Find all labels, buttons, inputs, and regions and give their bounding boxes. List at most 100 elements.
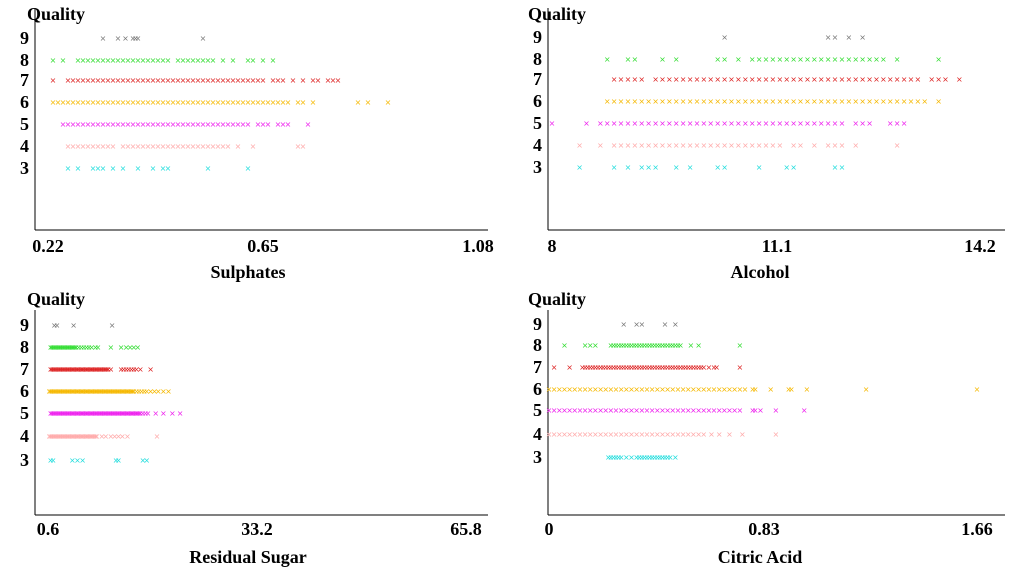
series-quality-9: ×××××: [721, 33, 866, 42]
y-tick-label: 6: [20, 381, 29, 401]
data-point: ×: [638, 141, 645, 150]
data-point: ×: [832, 97, 839, 106]
data-point: ×: [618, 119, 625, 128]
data-point: ×: [124, 432, 131, 441]
y-tick-label: 4: [20, 426, 29, 446]
x-tick-label: 14.2: [964, 236, 996, 256]
data-point: ×: [652, 163, 659, 172]
data-point: ×: [666, 75, 673, 84]
data-point: ×: [736, 406, 743, 415]
data-point: ×: [756, 163, 763, 172]
data-point: ×: [652, 97, 659, 106]
data-point: ×: [832, 141, 839, 150]
data-point: ×: [355, 98, 362, 107]
data-point: ×: [811, 97, 818, 106]
data-point: ×: [611, 97, 618, 106]
data-point: ×: [652, 119, 659, 128]
y-tick-label: 8: [20, 50, 29, 70]
data-point: ×: [797, 55, 804, 64]
data-point: ×: [310, 98, 317, 107]
data-point: ×: [687, 341, 694, 350]
y-tick-label: 7: [20, 359, 29, 379]
data-point: ×: [739, 430, 746, 439]
data-point: ×: [859, 55, 866, 64]
data-point: ×: [839, 75, 846, 84]
data-point: ×: [708, 430, 715, 439]
data-point: ×: [839, 97, 846, 106]
data-point: ×: [280, 76, 287, 85]
data-point: ×: [880, 97, 887, 106]
data-point: ×: [631, 141, 638, 150]
data-point: ×: [701, 141, 708, 150]
data-point: ×: [618, 141, 625, 150]
y-tick-label: 7: [533, 357, 542, 377]
data-point: ×: [790, 163, 797, 172]
data-point: ×: [728, 75, 735, 84]
data-point: ×: [315, 76, 322, 85]
data-point: ×: [260, 56, 267, 65]
data-point: ×: [95, 343, 102, 352]
series-quality-6: ××××××××××××××××××××××××××××××××××××××××…: [604, 97, 942, 106]
data-point: ×: [825, 33, 832, 42]
series-quality-4: × × × × × × × × × × × × × × × × × × × × × × × × × × × × × × × × × × ×: [576, 141, 900, 150]
data-point: ×: [701, 97, 708, 106]
data-point: ×: [714, 97, 721, 106]
data-point: ×: [832, 33, 839, 42]
data-point: ×: [763, 55, 770, 64]
series-quality-6: ××××××××××××××××××××××××××××××××××××××××…: [50, 98, 392, 107]
data-point: ×: [783, 55, 790, 64]
data-point: ×: [638, 119, 645, 128]
data-point: ×: [736, 363, 743, 372]
data-point: ×: [265, 120, 272, 129]
data-point: ×: [852, 97, 859, 106]
y-tick-label: 3: [533, 157, 542, 177]
data-point: ×: [625, 119, 632, 128]
data-point: ×: [561, 341, 568, 350]
data-point: ×: [143, 456, 150, 465]
data-point: ×: [365, 98, 372, 107]
data-point: ×: [935, 55, 942, 64]
series-quality-8: ×××××××××××××××××××××××××××××××××××: [561, 341, 743, 350]
data-point: ×: [797, 75, 804, 84]
data-point: ×: [145, 409, 152, 418]
data-point: ×: [604, 97, 611, 106]
data-point: ×: [604, 119, 611, 128]
data-point: ×: [894, 119, 901, 128]
data-point: ×: [839, 119, 846, 128]
data-point: ×: [673, 97, 680, 106]
data-point: ×: [749, 97, 756, 106]
data-point: ×: [707, 75, 714, 84]
data-point: ×: [100, 164, 107, 173]
data-point: ×: [60, 56, 67, 65]
data-point: ×: [901, 75, 908, 84]
data-point: ×: [694, 119, 701, 128]
data-point: ×: [107, 343, 114, 352]
data-point: ×: [714, 55, 721, 64]
data-point: ×: [122, 34, 129, 43]
data-point: ×: [803, 385, 810, 394]
data-point: ×: [866, 75, 873, 84]
data-point: ×: [618, 75, 625, 84]
data-point: ×: [721, 97, 728, 106]
data-point: ×: [752, 385, 759, 394]
data-point: ×: [749, 55, 756, 64]
series-quality-7: ××××××××××××××××××××××××××××××××××××××××…: [551, 363, 743, 372]
x-tick-label: 11.1: [762, 236, 793, 256]
data-point: ×: [285, 120, 292, 129]
data-point: ×: [687, 119, 694, 128]
data-point: ×: [611, 163, 618, 172]
data-point: ×: [666, 141, 673, 150]
data-point: ×: [677, 341, 684, 350]
data-point: ×: [735, 75, 742, 84]
data-point: ×: [100, 34, 107, 43]
data-point: ×: [756, 55, 763, 64]
data-point: ×: [832, 163, 839, 172]
data-point: ×: [680, 119, 687, 128]
data-point: ×: [716, 430, 723, 439]
x-axis-title: Citric Acid: [718, 547, 802, 567]
data-point: ×: [673, 119, 680, 128]
data-point: ×: [290, 76, 297, 85]
data-point: ×: [625, 141, 632, 150]
